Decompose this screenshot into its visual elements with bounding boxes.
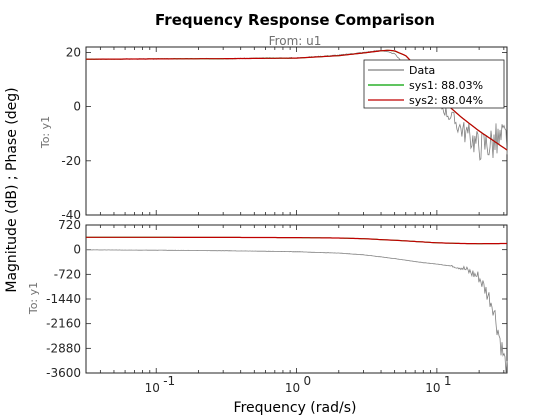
bottom-row-label: To: y1 — [27, 282, 40, 315]
legend-label: Data — [409, 64, 435, 77]
y-tick-label: -20 — [61, 154, 81, 168]
chart-subtitle: From: u1 — [269, 34, 322, 48]
x-axis-label: Frequency (rad/s) — [234, 400, 357, 416]
x-tick-exponent: 0 — [304, 374, 312, 388]
series-data-line — [86, 249, 508, 374]
x-tick-exponent: 1 — [444, 374, 452, 388]
y-tick-label: 0 — [73, 243, 81, 257]
y-tick-label: -2160 — [46, 317, 81, 331]
y-axis-label: Magnitude (dB) ; Phase (deg) — [4, 87, 20, 292]
y-tick-label: -40 — [61, 208, 81, 222]
y-tick-label: 0 — [73, 100, 81, 114]
magnitude-panel: 20 0 -20 -40 Data sys1: 88.03% sys2: 88.04% — [61, 45, 508, 222]
chart-title: Frequency Response Comparison — [155, 11, 435, 29]
top-row-label: To: y1 — [39, 116, 52, 149]
legend-label: sys1: 88.03% — [409, 79, 483, 92]
y-tick-label: 720 — [58, 218, 81, 232]
x-tick-exponent: -1 — [163, 374, 175, 388]
series-sys2-line — [86, 236, 507, 245]
y-tick-label: -720 — [54, 267, 81, 281]
y-tick-label: -3600 — [46, 366, 81, 380]
x-tick-label: 10 — [145, 381, 160, 395]
x-tick-label: 10 — [285, 381, 300, 395]
y-tick-label: -1440 — [46, 292, 81, 306]
y-tick-label: -2880 — [46, 341, 81, 355]
legend-label: sys2: 88.04% — [409, 94, 483, 107]
plot-area — [85, 224, 508, 374]
x-tick-label: 10 — [425, 381, 440, 395]
y-tick-label: 20 — [66, 45, 81, 59]
